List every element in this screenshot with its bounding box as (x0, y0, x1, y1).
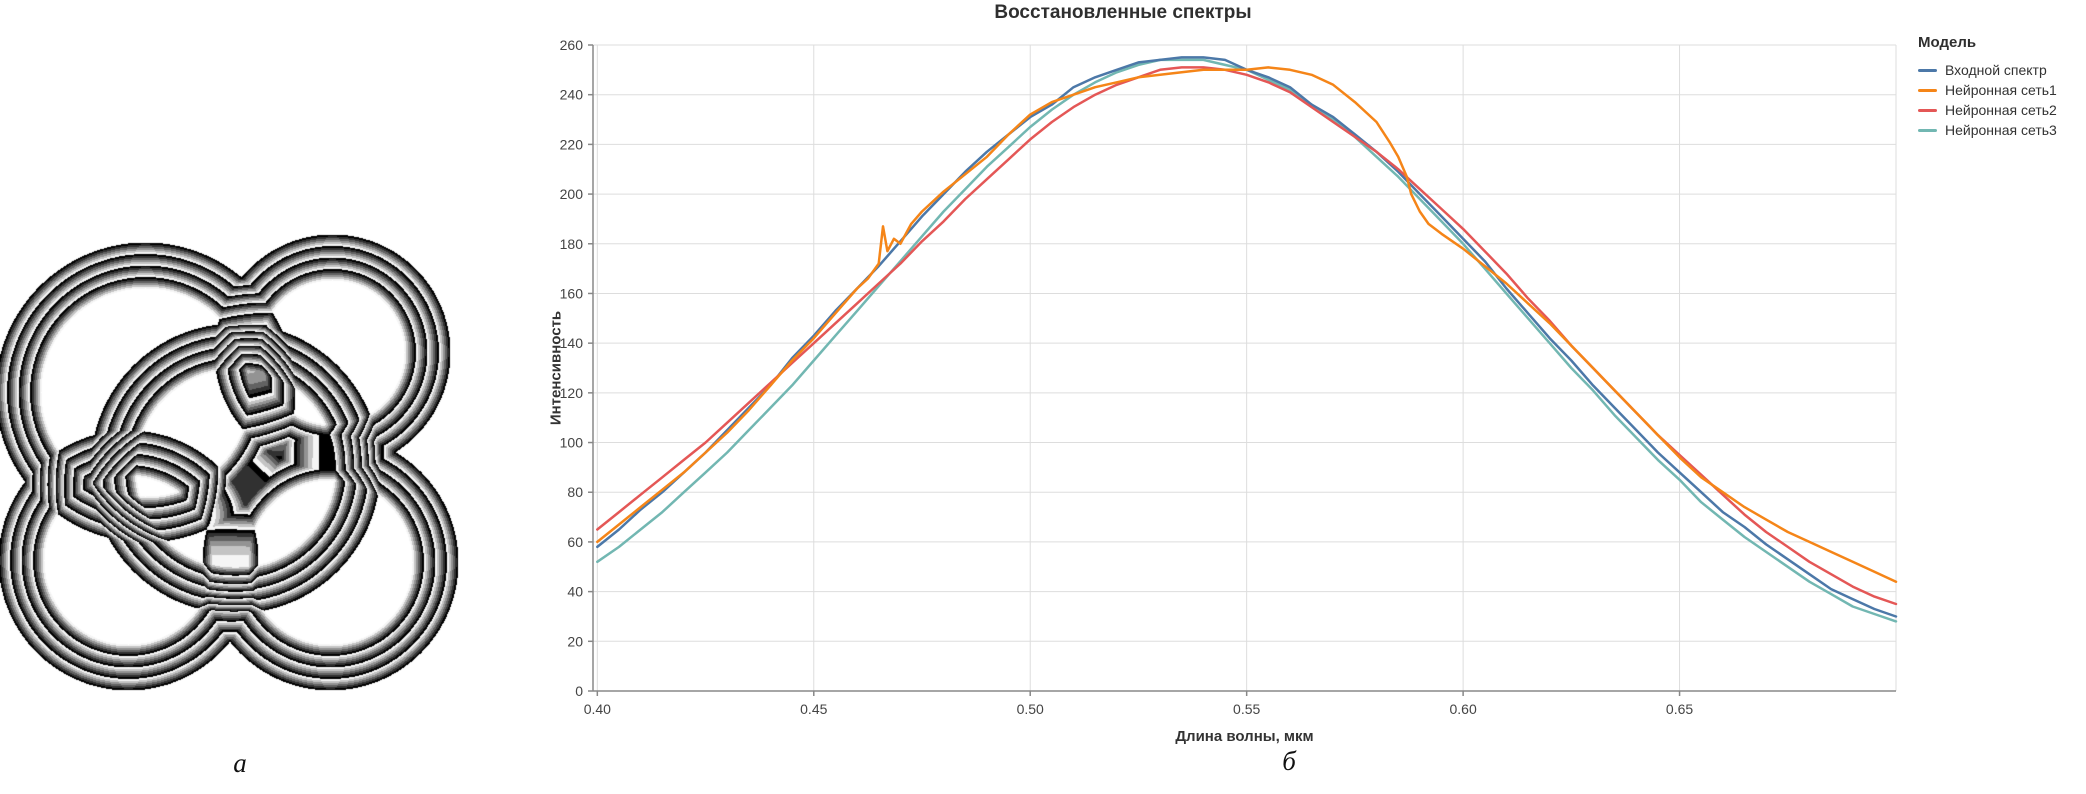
y-tick-label: 40 (567, 584, 583, 600)
y-tick-label: 240 (560, 87, 584, 103)
chart-title: Восстановленные спектры (994, 2, 1252, 23)
y-tick-label: 200 (560, 186, 584, 202)
x-tick-label: 0.65 (1666, 701, 1693, 717)
x-tick-label: 0.45 (800, 701, 827, 717)
y-tick-label: 140 (560, 335, 584, 351)
legend-swatch-icon (1918, 88, 1937, 92)
y-tick-label: 100 (560, 435, 584, 451)
legend-swatch-icon (1918, 68, 1937, 72)
x-tick-label: 0.55 (1233, 701, 1260, 717)
legend: Модель Входной спектр Нейронная сеть1 Нейр… (1918, 34, 2057, 140)
x-axis-title: Длина волны, мкм (1175, 728, 1314, 745)
legend-item-1: Нейронная сеть1 (1918, 80, 2057, 100)
panel-b-label: б (1282, 746, 1296, 776)
diffractive-lenses-image (0, 160, 460, 705)
y-tick-label: 80 (567, 484, 583, 500)
x-tick-label: 0.60 (1449, 701, 1476, 717)
x-tick-label: 0.40 (584, 701, 611, 717)
y-tick-label: 0 (575, 683, 583, 699)
legend-item-label: Нейронная сеть2 (1945, 102, 2057, 118)
x-tick-label: 0.50 (1017, 701, 1044, 717)
y-tick-label: 160 (560, 285, 584, 301)
series-line-2 (596, 66, 1898, 606)
y-tick-label: 20 (567, 633, 583, 649)
panel-a-label: а (233, 748, 247, 778)
y-tick-label: 180 (560, 236, 584, 252)
legend-item-label: Нейронная сеть1 (1945, 82, 2057, 98)
y-tick-label: 60 (567, 534, 583, 550)
series-line-1 (596, 66, 1898, 583)
legend-item-3: Нейронная сеть3 (1918, 120, 2057, 140)
legend-swatch-icon (1918, 108, 1937, 112)
y-tick-label: 120 (560, 385, 584, 401)
legend-item-label: Входной спектр (1945, 62, 2047, 78)
legend-items: Входной спектр Нейронная сеть1 Нейронная с… (1918, 60, 2057, 140)
legend-item-2: Нейронная сеть2 (1918, 100, 2057, 120)
legend-item-label: Нейронная сеть3 (1945, 122, 2057, 138)
legend-item-0: Входной спектр (1918, 60, 2057, 80)
legend-title: Модель (1918, 34, 1977, 51)
legend-swatch-icon (1918, 128, 1937, 132)
y-tick-label: 220 (560, 136, 584, 152)
y-tick-label: 260 (560, 37, 584, 53)
